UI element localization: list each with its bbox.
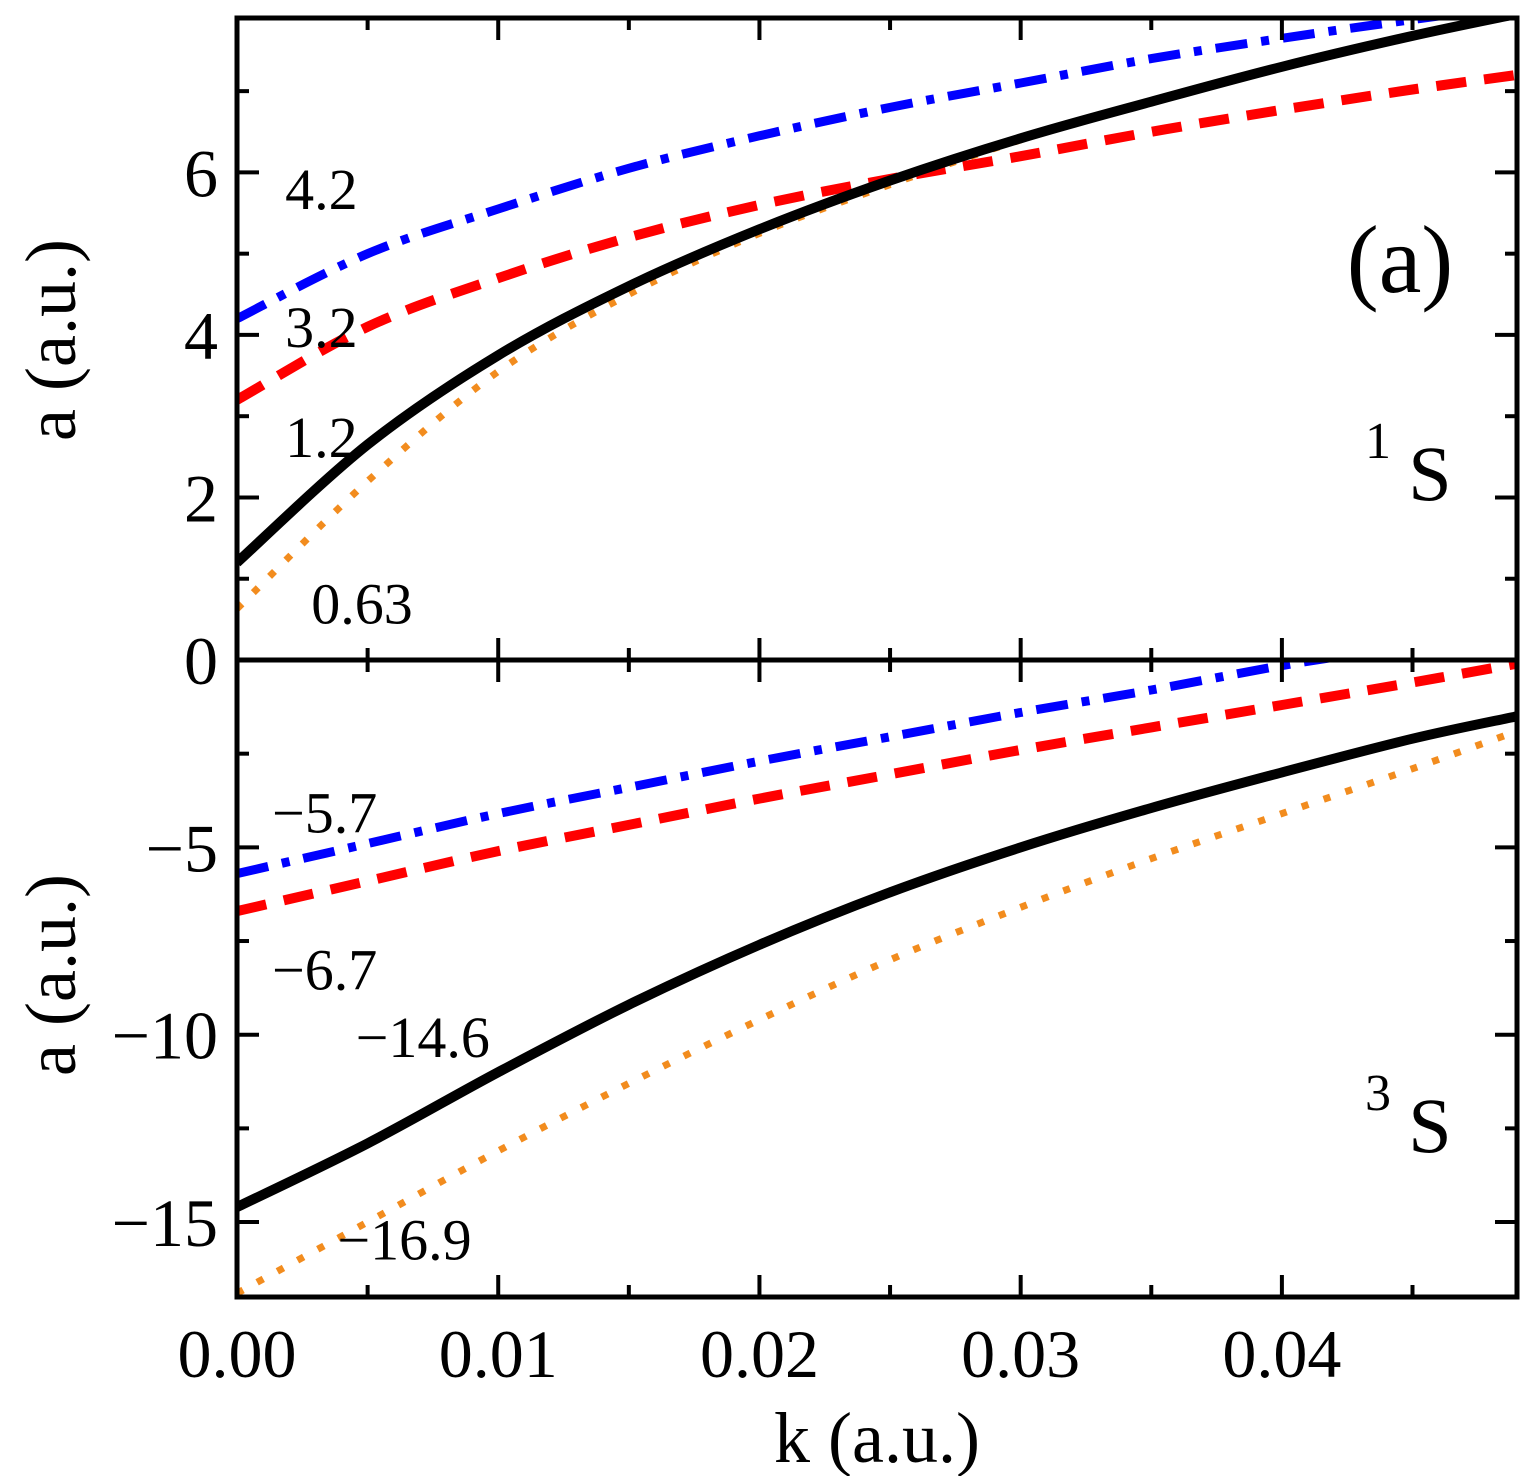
- top-series-dashed: [237, 69, 1517, 405]
- x-axis-title: k (a.u.): [774, 1398, 980, 1476]
- top-y-tick-label: 0: [184, 623, 218, 699]
- bottom-term-symbol: S: [1408, 1082, 1451, 1169]
- top-value-annotation: 3.2: [285, 295, 358, 360]
- top-term-superscript: 1: [1365, 413, 1391, 470]
- bottom-series-dash-dot: [237, 660, 1346, 878]
- text-layer: (a) 1 S 3 S a (a.u.) a (a.u.) k (a.u.) 0…: [11, 135, 1453, 1476]
- top-term-symbol: S: [1408, 430, 1451, 517]
- bottom-value-annotation: −5.7: [272, 780, 377, 845]
- top-series-dotted: [237, 18, 1515, 612]
- top-y-tick-label: 4: [184, 298, 218, 374]
- top-series-solid: [237, 18, 1517, 567]
- bottom-series-solid: [237, 711, 1517, 1212]
- x-tick-label: 0.02: [700, 1316, 819, 1392]
- bottom-series-dotted: [237, 727, 1517, 1297]
- top-series-dash-dot: [237, 18, 1459, 323]
- x-tick-label: 0.03: [961, 1316, 1080, 1392]
- top-value-annotation: 0.63: [311, 571, 413, 636]
- panel-label: (a): [1347, 206, 1454, 313]
- frame-layer: [234, 15, 1520, 1300]
- bottom-y-tick-label: −5: [146, 810, 218, 886]
- bottom-series-dashed: [237, 660, 1517, 916]
- x-tick-label: 0.04: [1222, 1316, 1341, 1392]
- x-tick-label: 0.00: [178, 1316, 297, 1392]
- top-y-tick-label: 2: [184, 460, 218, 536]
- bottom-term-superscript: 3: [1365, 1065, 1391, 1122]
- bottom-value-annotation: −14.6: [356, 1005, 490, 1070]
- bottom-value-annotation: −6.7: [272, 938, 377, 1003]
- top-y-axis-title: a (a.u.): [11, 239, 91, 441]
- bottom-y-tick-label: −15: [112, 1185, 218, 1261]
- top-value-annotation: 1.2: [285, 405, 358, 470]
- curves-layer: [237, 18, 1517, 1297]
- bottom-value-annotation: −16.9: [337, 1208, 471, 1273]
- top-value-annotation: 4.2: [285, 157, 358, 222]
- x-tick-label: 0.01: [439, 1316, 558, 1392]
- bottom-y-axis-title: a (a.u.): [11, 874, 91, 1076]
- bottom-y-tick-label: −10: [112, 998, 218, 1074]
- top-y-tick-label: 6: [184, 135, 218, 211]
